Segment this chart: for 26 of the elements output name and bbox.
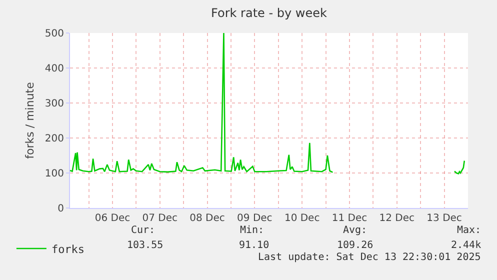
x-tick-label: 12 Dec [379,213,415,224]
chart-title: Fork rate - by week [211,6,327,20]
y-axis-title: forks / minute [24,82,37,159]
y-tick-label: 500 [44,28,64,40]
text: Cur: [131,225,156,236]
x-tick-label: 13 Dec [426,213,462,224]
x-tick-label: 06 Dec [94,213,130,224]
text: 91.10 [239,240,270,251]
y-tick-label: 0 [58,204,64,214]
y-tick-label: 300 [44,98,64,110]
x-tick-label: 07 Dec [142,213,178,224]
text: Max: [457,225,482,236]
y-tick-label: 200 [44,134,64,144]
text: 109.26 [337,240,374,251]
text: 2.44k [451,240,482,251]
y-tick-label: 100 [44,168,64,180]
text: Min: [240,225,264,236]
legend-label: forks [51,242,85,256]
text: 103.55 [127,240,164,251]
x-tick-label: 11 Dec [332,213,368,224]
text: Last update: Sat Dec 13 22:30:01 2025 [258,252,481,263]
x-tick-label: 08 Dec [190,213,225,224]
x-tick-label: 10 Dec [284,213,320,224]
text: Avg: [343,225,368,236]
y-tick-label: 400 [44,64,64,74]
x-tick-label: 09 Dec [237,213,272,224]
